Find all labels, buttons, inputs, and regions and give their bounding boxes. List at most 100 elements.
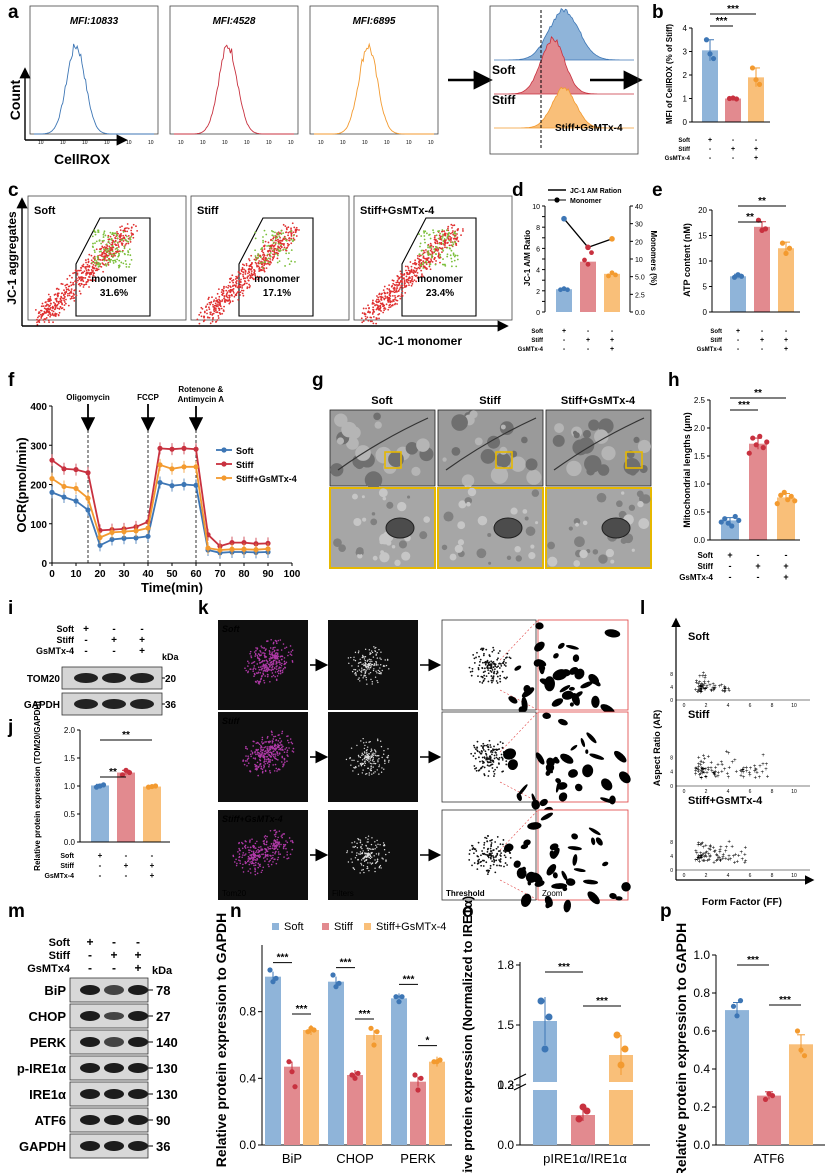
k-tom20-signal xyxy=(261,665,264,667)
blot-band xyxy=(104,1089,124,1099)
condition-sign: - xyxy=(112,935,116,949)
monomer-dot xyxy=(105,248,108,251)
jc1-dot xyxy=(42,305,45,308)
jc1-dot xyxy=(84,265,87,268)
jc1-dot xyxy=(288,243,290,246)
k-threshold-signal xyxy=(486,840,489,843)
k-tom20-signal xyxy=(251,751,254,754)
jc1-dot xyxy=(269,258,272,260)
k-tom20-signal xyxy=(259,764,261,766)
jc1-dot xyxy=(86,272,89,275)
jc1-dot xyxy=(213,310,216,313)
k-threshold-signal xyxy=(477,769,480,772)
k-threshold-signal xyxy=(491,852,493,855)
k-filter-signal xyxy=(359,872,361,874)
k-filter-signal xyxy=(375,846,378,848)
jc1-dot xyxy=(57,288,60,291)
k-filter-signal xyxy=(365,837,367,839)
k-tom20-signal xyxy=(248,863,251,866)
monomer-dot xyxy=(446,255,449,258)
jc1-dot xyxy=(60,301,63,304)
k-filter-signal xyxy=(355,854,358,857)
k-threshold-signal xyxy=(484,663,487,666)
k-filter-signal xyxy=(362,868,364,871)
k-tom20-signal xyxy=(273,649,276,652)
k-tom20-signal xyxy=(271,747,273,749)
jc1-dot xyxy=(254,277,257,280)
k-threshold-signal xyxy=(485,861,488,864)
k-threshold-signal xyxy=(488,661,491,664)
tem-texture xyxy=(416,438,430,452)
k-tom20-signal xyxy=(256,761,259,764)
panel-e-point xyxy=(755,217,762,223)
k-tom20-signal xyxy=(261,667,263,670)
k-filter-signal xyxy=(369,757,372,759)
panel-d-y-tick-label: 6 xyxy=(536,246,540,253)
l-group-label: Soft xyxy=(688,631,710,643)
jc1-dot xyxy=(412,272,415,275)
k-threshold-signal xyxy=(486,743,489,746)
k-threshold-signal xyxy=(504,665,507,667)
k-filter-signal xyxy=(357,754,360,757)
panel-d-y2-tick-label: 10 xyxy=(635,257,643,264)
monomer-dot xyxy=(442,263,445,266)
k-filter-signal xyxy=(378,852,380,855)
jc1-dot xyxy=(90,269,93,271)
k-threshold-signal xyxy=(483,652,485,655)
k-filter-signal xyxy=(363,664,365,667)
jc1-dot xyxy=(243,280,246,282)
jc1-dot xyxy=(205,305,208,308)
panel-h-point xyxy=(725,520,731,526)
legend-marker xyxy=(221,461,227,467)
k-filter-signal xyxy=(359,853,361,855)
k-tom20-signal xyxy=(249,872,252,874)
jc1-dot xyxy=(40,309,43,312)
k-zoom-blob xyxy=(618,771,631,784)
monomer-dot xyxy=(106,256,109,259)
panel-n-point xyxy=(399,994,405,1000)
jc1-dot xyxy=(378,317,380,320)
jc1-dot xyxy=(416,267,419,270)
monomer-dot xyxy=(254,237,257,240)
monomer-dot xyxy=(441,229,444,231)
jc1-dot xyxy=(427,257,430,259)
l-y-tick-label: 8 xyxy=(670,840,673,846)
k-filter-signal xyxy=(376,672,378,674)
tem-texture xyxy=(391,545,396,549)
jc1-dot xyxy=(55,313,58,315)
k-filter-signal xyxy=(366,772,368,775)
jc1-dot xyxy=(237,284,240,287)
panel-j-significance: ** xyxy=(122,730,130,741)
panel-n-point xyxy=(286,1059,292,1065)
k-tom20-signal xyxy=(269,647,272,649)
monomer-dot xyxy=(119,250,122,253)
jc1-dot xyxy=(363,313,366,316)
l-scatter-point: + xyxy=(720,760,724,766)
k-filter-signal xyxy=(366,865,369,868)
tem-texture xyxy=(584,455,602,473)
jc1-dot xyxy=(235,294,238,297)
monomer-dot xyxy=(125,265,128,268)
monomer-dot xyxy=(130,235,133,238)
monomer-dot xyxy=(278,235,281,238)
histogram-frame-2 xyxy=(309,5,439,135)
k-tom20-signal xyxy=(268,650,271,652)
jc1-dot xyxy=(117,244,120,246)
k-tom20-signal xyxy=(279,661,281,664)
panel-d-point xyxy=(585,261,591,267)
k-threshold-signal xyxy=(494,768,497,771)
k-filter-signal xyxy=(362,850,364,852)
jc1-dot xyxy=(70,288,73,291)
tem-texture xyxy=(638,518,650,529)
k-filter-signal xyxy=(372,766,374,768)
k-filter-signal xyxy=(361,852,364,854)
monomer-dot xyxy=(451,244,454,247)
jc1-dot xyxy=(263,262,266,265)
k-zoom-blob xyxy=(569,702,574,707)
panel-b-point xyxy=(749,65,756,71)
k-threshold-signal xyxy=(484,853,487,856)
k-tom20-signal xyxy=(268,770,271,772)
monomer-dot xyxy=(96,255,99,258)
k-filter-signal xyxy=(364,659,367,662)
jc1-dot xyxy=(60,299,63,302)
